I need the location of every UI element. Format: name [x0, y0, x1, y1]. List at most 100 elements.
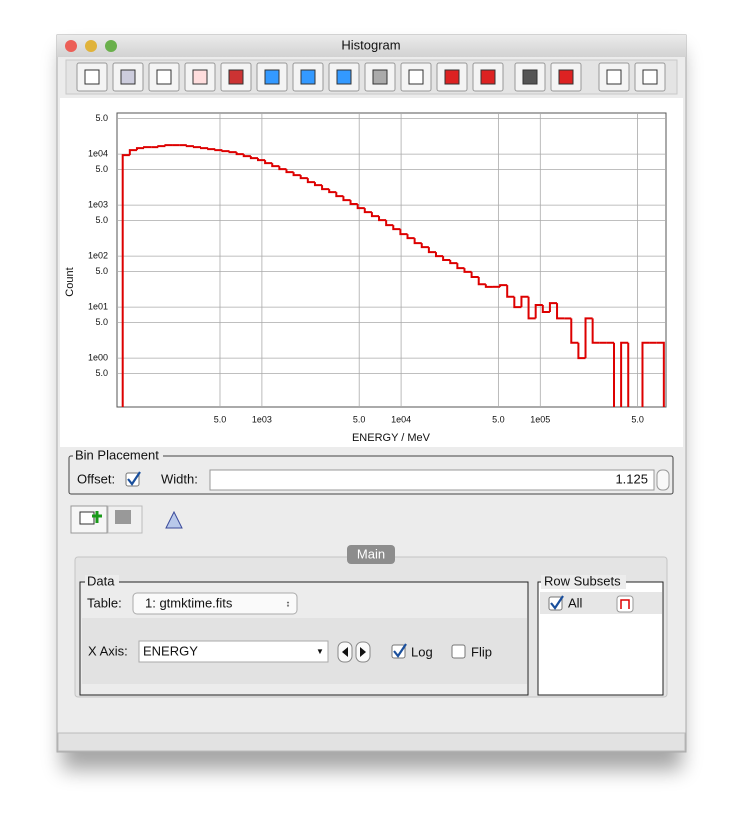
offset-checkbox[interactable]: [125, 471, 141, 487]
histogram-bin: [378, 216, 387, 222]
y-tick-label: 5.0: [95, 113, 108, 123]
histogram-bin: [584, 317, 593, 359]
histogram-bin: [541, 305, 550, 314]
checkmark: [127, 471, 141, 486]
histogram-bin: [185, 145, 194, 148]
histogram-bin: [328, 189, 337, 194]
x-tick-label: 5.0: [631, 414, 644, 424]
histogram-bin: [164, 144, 173, 147]
status-bar: [57, 732, 686, 752]
main-tab[interactable]: [347, 545, 395, 564]
histogram-bin: [392, 225, 401, 231]
checkbox-box: [391, 644, 406, 659]
histogram-bin: [235, 152, 244, 156]
histogram-bin: [548, 302, 558, 313]
y-tick-label: 5.0: [95, 215, 108, 225]
histogram-bin: [221, 150, 230, 153]
tool-glyph: [408, 69, 424, 85]
tool-glyph: [642, 69, 658, 85]
histogram-bin: [271, 163, 280, 168]
histogram-bin: [285, 169, 294, 174]
histogram-bin: [570, 318, 579, 344]
tool-glyph: [606, 69, 622, 85]
tool-glyph: [372, 69, 388, 85]
histogram-bin: [143, 146, 152, 149]
histogram-bin: [342, 196, 351, 202]
checkmark: [550, 595, 564, 610]
x-tick-label: 1e05: [530, 414, 550, 424]
histogram-bin: [242, 154, 251, 158]
histogram-bin: [363, 208, 372, 214]
tool-glyph: [336, 69, 352, 85]
histogram-bin: [477, 276, 486, 286]
width-spinner[interactable]: [656, 469, 670, 491]
bin-placement-title: Bin Placement: [75, 447, 159, 462]
histogram-bin: [484, 284, 493, 288]
table-value: 1: gtmktime.fits: [145, 595, 233, 610]
histogram-bin: [442, 256, 451, 261]
histogram-bin: [214, 149, 223, 152]
tool-glyph: [558, 69, 574, 85]
histogram-bin: [207, 148, 216, 151]
x-tick-label: 1e04: [391, 414, 411, 424]
checkbox-box: [451, 644, 466, 659]
tool-glyph: [84, 69, 100, 85]
histogram-bin: [306, 178, 315, 184]
minimize-button[interactable]: [85, 40, 97, 52]
subset-checkbox[interactable]: [548, 595, 564, 611]
histogram-bin: [427, 247, 436, 254]
x-axis-combo[interactable]: [138, 640, 329, 663]
histogram-bin: [413, 238, 422, 245]
histogram-bin: [534, 304, 543, 319]
close-button[interactable]: [65, 40, 77, 52]
flip-checkbox[interactable]: [451, 644, 466, 659]
histogram-bin: [228, 151, 237, 154]
subset-name: All: [568, 595, 583, 610]
histogram-bin: [335, 192, 344, 198]
legend-bg: [73, 449, 163, 463]
table-select[interactable]: [132, 592, 298, 615]
zoom-button[interactable]: [105, 40, 117, 52]
weight-button[interactable]: [165, 510, 183, 529]
histogram-bin: [399, 229, 408, 236]
svg-text:↕: ↕: [286, 598, 291, 608]
histogram-bin: [463, 268, 472, 273]
histogram-bin: [264, 160, 273, 165]
tool-glyph: [480, 69, 496, 85]
x-axis-value: ENERGY: [143, 643, 198, 658]
histogram-bin: [192, 146, 202, 149]
histogram-bin: [128, 149, 137, 156]
bin-placement-box: [68, 455, 674, 495]
y-tick-label: 1e02: [88, 250, 108, 260]
tool-glyph: [300, 69, 316, 85]
y-tick-label: 5.0: [95, 368, 108, 378]
plot-area: [116, 112, 667, 408]
histogram-bin: [620, 341, 629, 407]
y-axis-label: Count: [64, 267, 76, 296]
subset-style[interactable]: [616, 595, 634, 613]
y-tick-label: 1e01: [88, 301, 108, 311]
svg-text:▼: ▼: [316, 647, 324, 656]
histogram-bin: [349, 200, 358, 206]
width-value: 1.125: [615, 471, 648, 486]
main-tab-label: Main: [357, 546, 385, 561]
y-tick-label: 1e00: [88, 352, 108, 362]
histogram-bin: [556, 303, 565, 320]
tool-glyph: [192, 69, 208, 85]
width-field[interactable]: [209, 469, 655, 491]
x-tick-label: 5.0: [214, 414, 227, 424]
histogram-bin: [200, 147, 209, 150]
log-label: Log: [411, 644, 433, 659]
tool-glyph: [444, 69, 460, 85]
histogram-bin: [434, 252, 444, 258]
histogram-bin: [577, 342, 586, 360]
histogram-bin: [321, 185, 330, 191]
table-label: Table:: [87, 595, 122, 610]
offset-label: Offset:: [77, 471, 115, 486]
histogram-bin: [656, 341, 665, 407]
tool-glyph: [228, 69, 244, 85]
y-tick-label: 1e04: [88, 148, 108, 158]
checkbox-box: [125, 472, 140, 487]
log-checkbox[interactable]: [391, 643, 407, 659]
